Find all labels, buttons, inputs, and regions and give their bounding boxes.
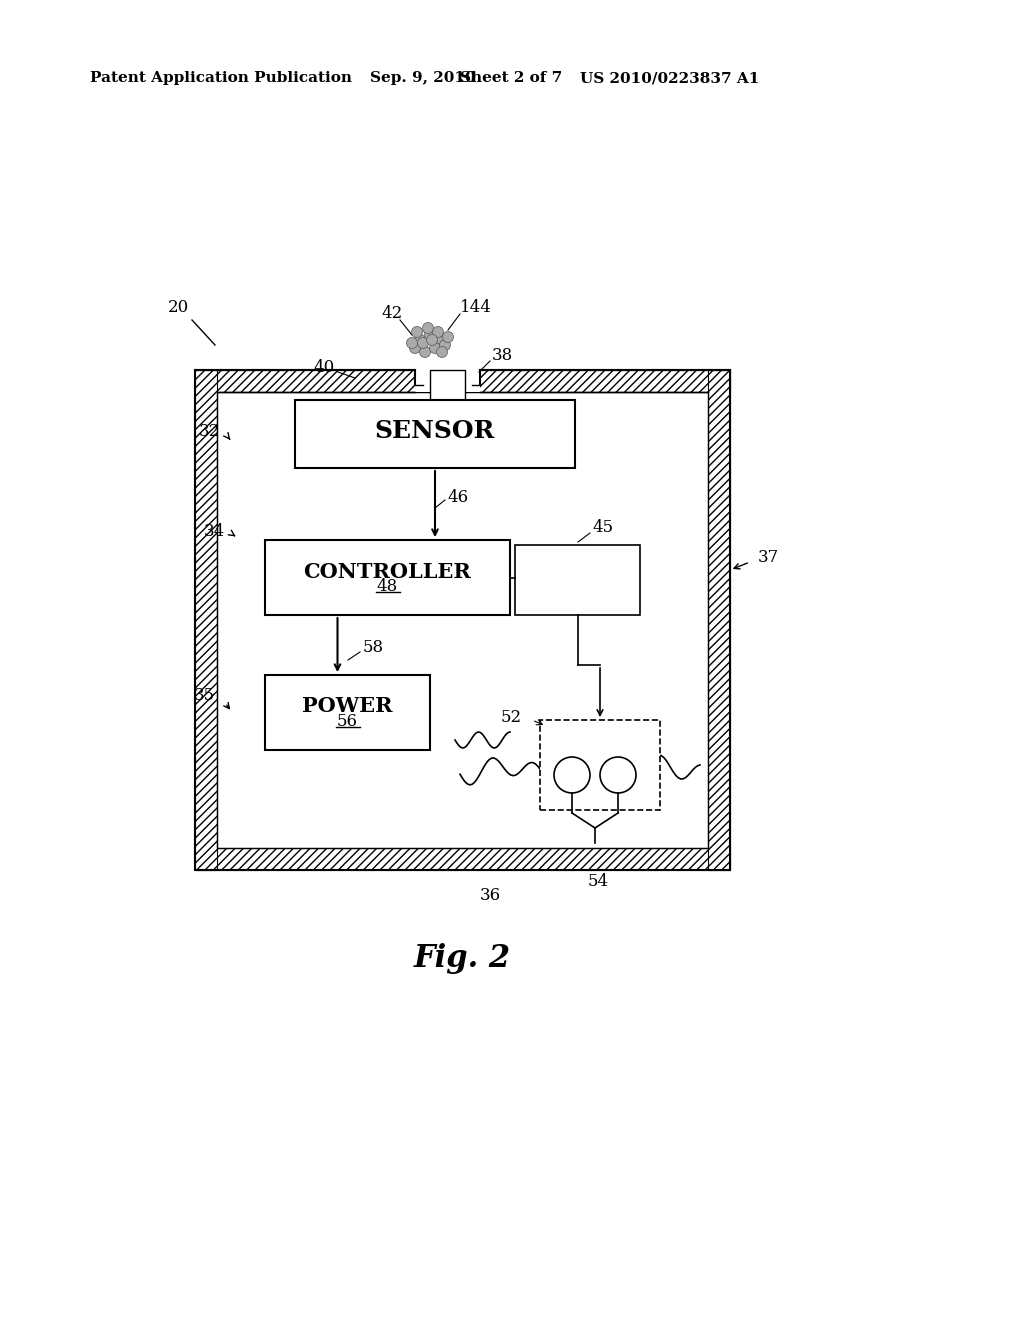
Text: 42: 42 — [381, 305, 402, 322]
Circle shape — [432, 326, 443, 338]
Bar — [515, 545, 640, 615]
Bar — [295, 400, 575, 469]
Text: Patent Application Publication: Patent Application Publication — [90, 71, 352, 84]
Text: 54: 54 — [588, 874, 608, 891]
Bar — [265, 675, 430, 750]
Text: 36: 36 — [479, 887, 501, 904]
Circle shape — [407, 338, 418, 348]
Circle shape — [439, 339, 451, 351]
Circle shape — [418, 338, 428, 348]
Circle shape — [415, 334, 426, 346]
Text: Sep. 9, 2010: Sep. 9, 2010 — [370, 71, 475, 84]
Circle shape — [423, 322, 433, 334]
Bar — [217, 392, 708, 847]
Bar — [430, 370, 465, 400]
Circle shape — [412, 326, 423, 338]
Bar — [195, 370, 730, 392]
Text: 48: 48 — [377, 578, 398, 595]
Bar — [265, 540, 510, 615]
Text: 38: 38 — [492, 347, 513, 364]
Text: Fig. 2: Fig. 2 — [414, 942, 511, 974]
Circle shape — [425, 330, 435, 341]
Circle shape — [600, 756, 636, 793]
Circle shape — [554, 756, 590, 793]
Text: 37: 37 — [758, 549, 779, 566]
Text: 32: 32 — [199, 424, 220, 441]
Circle shape — [436, 346, 447, 358]
Text: 40: 40 — [313, 359, 335, 376]
Circle shape — [429, 342, 440, 354]
Text: SENSOR: SENSOR — [375, 418, 496, 444]
Circle shape — [442, 331, 454, 342]
Text: 144: 144 — [460, 300, 492, 317]
Bar — [195, 370, 217, 870]
Bar — [708, 370, 730, 870]
Text: 56: 56 — [337, 713, 358, 730]
Text: 34: 34 — [204, 524, 225, 540]
Bar — [195, 370, 730, 870]
Text: 46: 46 — [447, 488, 468, 506]
Text: US 2010/0223837 A1: US 2010/0223837 A1 — [580, 71, 760, 84]
Circle shape — [434, 337, 445, 347]
Text: Sheet 2 of 7: Sheet 2 of 7 — [460, 71, 562, 84]
Text: 35: 35 — [194, 686, 215, 704]
Text: POWER: POWER — [302, 697, 393, 717]
Bar — [195, 847, 730, 870]
Bar — [540, 719, 660, 810]
Text: CONTROLLER: CONTROLLER — [304, 561, 471, 582]
Circle shape — [420, 346, 430, 358]
Circle shape — [427, 334, 437, 346]
Text: 45: 45 — [592, 520, 613, 536]
Circle shape — [410, 342, 421, 354]
Text: 20: 20 — [167, 300, 188, 317]
Text: 58: 58 — [362, 639, 384, 656]
Bar — [415, 368, 480, 392]
Text: 52: 52 — [501, 710, 522, 726]
